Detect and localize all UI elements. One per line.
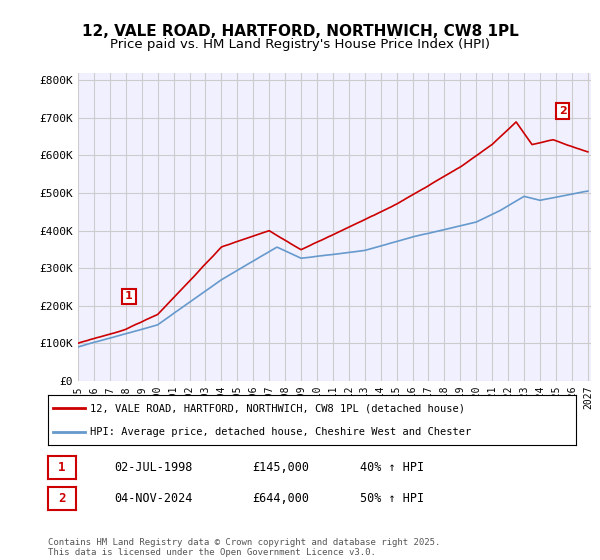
Text: HPI: Average price, detached house, Cheshire West and Chester: HPI: Average price, detached house, Ches… — [90, 427, 472, 437]
Text: 2: 2 — [58, 492, 65, 505]
Text: 40% ↑ HPI: 40% ↑ HPI — [360, 461, 424, 474]
Text: 2: 2 — [559, 106, 566, 116]
Text: 1: 1 — [58, 461, 65, 474]
Text: 02-JUL-1998: 02-JUL-1998 — [114, 461, 193, 474]
Text: 04-NOV-2024: 04-NOV-2024 — [114, 492, 193, 505]
Text: 12, VALE ROAD, HARTFORD, NORTHWICH, CW8 1PL (detached house): 12, VALE ROAD, HARTFORD, NORTHWICH, CW8 … — [90, 403, 465, 413]
Text: £644,000: £644,000 — [252, 492, 309, 505]
Text: Price paid vs. HM Land Registry's House Price Index (HPI): Price paid vs. HM Land Registry's House … — [110, 38, 490, 51]
Text: 12, VALE ROAD, HARTFORD, NORTHWICH, CW8 1PL: 12, VALE ROAD, HARTFORD, NORTHWICH, CW8 … — [82, 24, 518, 39]
Text: Contains HM Land Registry data © Crown copyright and database right 2025.
This d: Contains HM Land Registry data © Crown c… — [48, 538, 440, 557]
Text: 50% ↑ HPI: 50% ↑ HPI — [360, 492, 424, 505]
Text: 1: 1 — [125, 291, 133, 301]
Text: £145,000: £145,000 — [252, 461, 309, 474]
